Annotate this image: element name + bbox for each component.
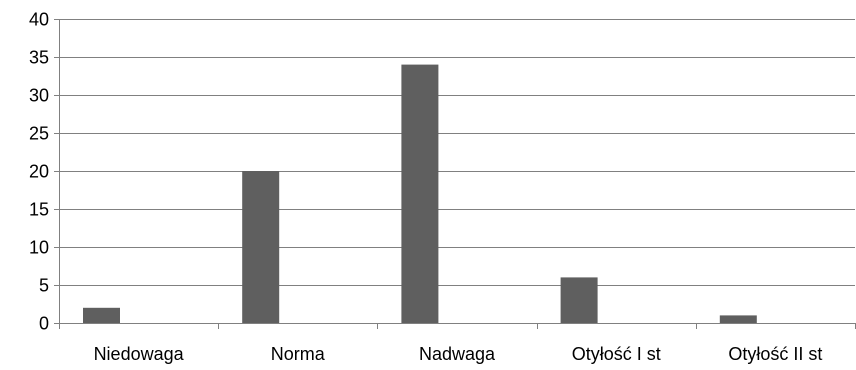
tick-labels: 0 5 10 15 20 25 30 35 40 Niedowaga Norma Nadwaga Oty… bbox=[29, 10, 822, 365]
y-tick-label: 35 bbox=[29, 48, 49, 68]
bar-1 bbox=[242, 171, 280, 323]
x-tick-label: Otyłość II st bbox=[728, 344, 822, 364]
y-tick-label: 15 bbox=[29, 200, 49, 220]
bar-4 bbox=[719, 315, 757, 323]
bar-2 bbox=[401, 64, 439, 323]
y-tick-label: 30 bbox=[29, 86, 49, 106]
y-tick-label: 25 bbox=[29, 124, 49, 144]
x-tick-label: Nadwaga bbox=[419, 344, 496, 364]
gridlines bbox=[59, 19, 855, 286]
bar-3 bbox=[560, 277, 598, 323]
y-tick-label: 20 bbox=[29, 162, 49, 182]
bars bbox=[83, 64, 757, 323]
x-tick-label: Otyłość I st bbox=[572, 344, 661, 364]
x-tick-label: Niedowaga bbox=[94, 344, 185, 364]
x-tick-label: Norma bbox=[271, 344, 326, 364]
y-tick-label: 0 bbox=[39, 314, 49, 334]
y-tick-label: 10 bbox=[29, 238, 49, 258]
y-tick-label: 40 bbox=[29, 10, 49, 30]
axes bbox=[54, 19, 856, 329]
bar-0 bbox=[83, 307, 120, 323]
y-tick-label: 5 bbox=[39, 276, 49, 296]
